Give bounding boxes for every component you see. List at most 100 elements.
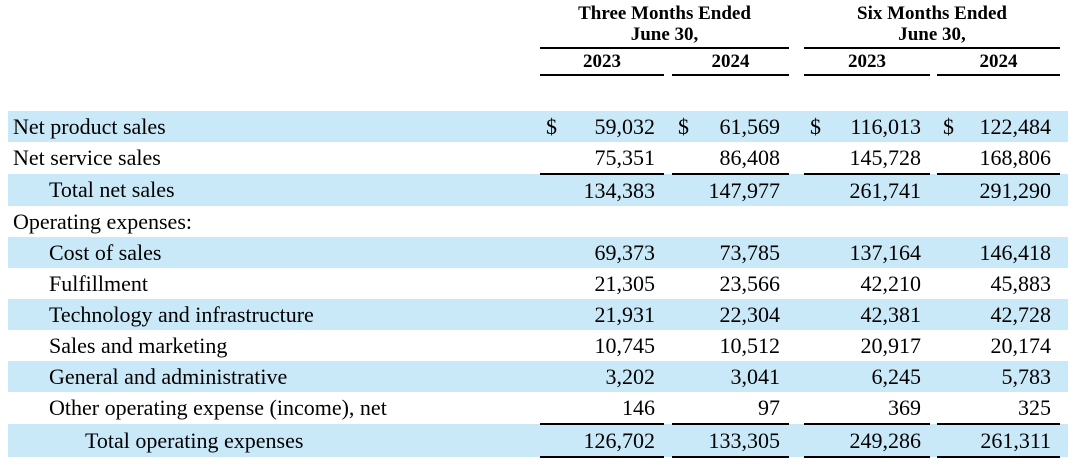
col-group-title-line2: June 30, — [630, 24, 699, 45]
cell-value: 20,917 — [804, 330, 930, 361]
cell-number: 168,806 — [979, 145, 1052, 170]
cell-value: $122,484 — [937, 111, 1061, 142]
dollar-sign: $ — [943, 114, 955, 139]
cell-value: 21,305 — [540, 268, 664, 299]
column-gap — [664, 142, 672, 174]
cell-value: $59,032 — [540, 111, 664, 142]
cell-value: 21,931 — [540, 299, 664, 330]
cell-value — [540, 206, 664, 237]
table-row: Total net sales 134,383 147,977 261,741 291,… — [8, 174, 1069, 206]
col-year-3mo-2023: 2023 — [540, 48, 664, 76]
group-gap — [789, 392, 804, 424]
cell-value: 10,745 — [540, 330, 664, 361]
table-row: Technology and infrastructure 21,931 22,30… — [8, 299, 1069, 330]
cell-number: 134,383 — [583, 178, 656, 203]
cell-value: 291,290 — [937, 174, 1061, 206]
column-gap — [664, 206, 672, 237]
cell-value: 86,408 — [672, 142, 790, 175]
table-right-edge — [1060, 237, 1069, 268]
column-gap — [930, 142, 937, 174]
cell-value: 369 — [804, 392, 931, 425]
cell-number: 20,917 — [860, 333, 922, 358]
cell-number: 45,883 — [990, 271, 1052, 296]
col-year-6mo-2023: 2023 — [804, 48, 931, 76]
group-gap — [789, 237, 805, 268]
cell-value: 145,728 — [804, 142, 931, 175]
cell-number: 261,311 — [980, 428, 1052, 453]
table-row: Cost of sales 69,373 73,785 137,164 146,418 — [8, 237, 1069, 268]
table-right-edge — [1060, 111, 1069, 142]
cell-value — [937, 206, 1060, 237]
col-year-6mo-2024: 2024 — [937, 48, 1061, 76]
column-gap — [664, 330, 672, 361]
cell-number: 5,783 — [1001, 364, 1052, 389]
table-row: Operating expenses: — [8, 206, 1068, 237]
cell-number: 261,741 — [849, 178, 922, 203]
table-right-edge — [1060, 174, 1069, 206]
col-group-six-months: Six Months Ended June 30, — [804, 2, 1061, 49]
cell-number: 23,566 — [719, 271, 781, 296]
cell-value: 97 — [672, 392, 790, 425]
header-label-spacer — [8, 48, 540, 75]
table-body: Net product sales $59,032 $61,569 $116,013 $… — [8, 111, 1069, 458]
table-row: Total operating expenses 126,702 133,305 24… — [8, 424, 1069, 458]
cell-number: 10,512 — [719, 333, 781, 358]
cell-value: 133,305 — [672, 424, 790, 458]
cell-value — [804, 206, 930, 237]
cell-value: 75,351 — [540, 142, 664, 175]
cell-value: 73,785 — [672, 237, 790, 268]
cell-value: 126,702 — [540, 424, 664, 458]
cell-value: 261,311 — [937, 424, 1061, 458]
row-label: Net product sales — [8, 111, 540, 142]
column-gap — [664, 111, 672, 142]
cell-value: 137,164 — [804, 237, 931, 268]
group-gap — [789, 330, 804, 361]
group-gap — [789, 174, 805, 206]
group-gap — [789, 424, 805, 457]
cell-value: 5,783 — [937, 361, 1061, 392]
cell-value: 23,566 — [672, 268, 789, 299]
cell-number: 69,373 — [594, 240, 656, 265]
cell-value: 3,041 — [672, 361, 790, 392]
col-group-title-line2: June 30, — [898, 24, 966, 45]
column-gap — [664, 237, 672, 268]
column-gap — [930, 237, 938, 268]
column-gap — [664, 299, 672, 330]
row-label: Total net sales — [8, 174, 540, 206]
cell-number: 3,041 — [730, 364, 781, 389]
column-gap — [664, 268, 672, 299]
cell-number: 137,164 — [849, 240, 922, 265]
row-label: Fulfillment — [49, 270, 148, 296]
cell-number: 122,484 — [979, 114, 1052, 139]
cell-value: 261,741 — [804, 174, 931, 206]
table-right-edge — [1060, 206, 1068, 237]
col-group-title-line1: Six Months Ended — [857, 3, 1007, 24]
cell-value: $61,569 — [672, 111, 790, 142]
table-right-edge — [1060, 361, 1069, 392]
cell-number: 325 — [1018, 395, 1052, 420]
column-gap — [664, 361, 672, 392]
cell-value: 146,418 — [937, 237, 1061, 268]
cell-number: 42,381 — [860, 302, 922, 327]
table-row: Net service sales 75,351 86,408 145,728 168,… — [8, 142, 1068, 175]
group-gap — [789, 361, 805, 392]
cell-number: 21,305 — [594, 271, 656, 296]
group-gap — [789, 268, 804, 299]
cell-value: 45,883 — [937, 268, 1060, 299]
cell-number: 42,210 — [860, 271, 922, 296]
cell-number: 59,032 — [594, 114, 656, 139]
header-label-spacer — [8, 2, 540, 48]
cell-value: 146 — [540, 392, 664, 425]
group-gap — [789, 206, 804, 237]
col-year-3mo-2024: 2024 — [672, 48, 790, 76]
cell-number: 73,785 — [719, 240, 781, 265]
column-gap — [930, 174, 938, 206]
spacer-cell — [8, 75, 1068, 111]
group-gap — [789, 2, 804, 48]
cell-number: 20,174 — [990, 333, 1052, 358]
table-right-edge — [1060, 330, 1068, 361]
cell-number: 86,408 — [719, 145, 781, 170]
cell-value: 42,728 — [937, 299, 1061, 330]
row-label: Cost of sales — [8, 237, 540, 268]
column-gap — [930, 206, 937, 237]
